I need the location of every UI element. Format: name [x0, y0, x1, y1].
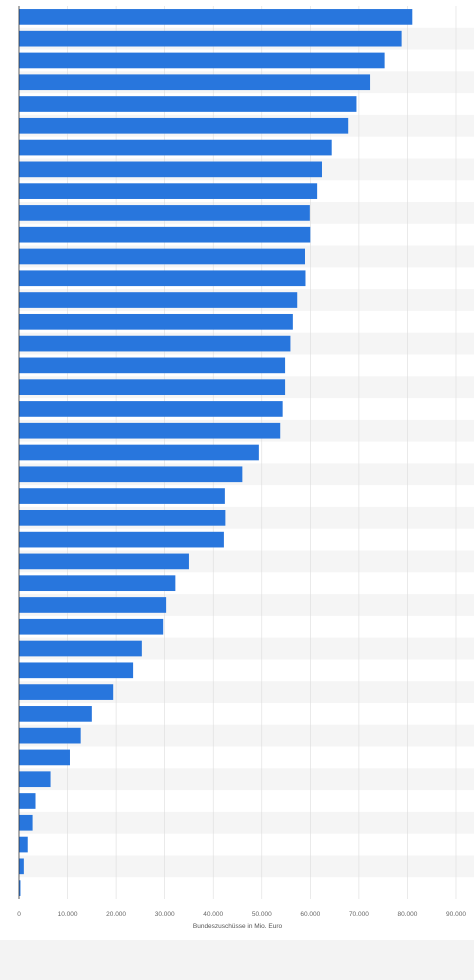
- bar: [19, 597, 167, 613]
- bar: [19, 662, 134, 679]
- bar: [19, 749, 70, 766]
- bar: [19, 684, 114, 700]
- bar: [19, 640, 142, 657]
- bar: [19, 292, 298, 308]
- bar: [19, 183, 318, 199]
- bar: [19, 205, 310, 221]
- bar: [19, 422, 281, 439]
- x-tick-label: 10.000: [58, 911, 78, 918]
- row-band: [19, 855, 474, 878]
- x-tick-label: 30.000: [155, 911, 175, 918]
- x-tick-label: 0: [17, 911, 21, 918]
- x-tick-label: 80.000: [397, 911, 417, 918]
- bar: [19, 270, 306, 287]
- bar: [19, 401, 283, 417]
- x-tick-label: 70.000: [349, 911, 369, 918]
- bar: [19, 9, 413, 25]
- row-band: [19, 681, 474, 703]
- bar: [19, 553, 189, 570]
- bar: [19, 814, 33, 831]
- bar: [19, 793, 36, 809]
- bar: [19, 531, 224, 548]
- bar: [19, 858, 24, 875]
- x-tick-label: 40.000: [203, 911, 223, 918]
- bar: [19, 488, 225, 504]
- x-tick-label: 50.000: [252, 911, 272, 918]
- bar: [19, 510, 226, 526]
- bar-chart: 0 10.000 20.000 30.000 40.000 50.000 60.000 70.…: [17, 6, 474, 930]
- x-tick-label: 60.000: [300, 911, 320, 918]
- x-tick-label: 20.000: [106, 911, 126, 918]
- x-axis-title: Bundeszuschüsse in Mio. Euro: [193, 923, 283, 930]
- bar: [19, 248, 305, 265]
- bar: [19, 30, 402, 47]
- bar: [19, 52, 385, 69]
- row-band: [19, 724, 474, 747]
- row-band: [19, 811, 474, 834]
- bar: [19, 335, 291, 352]
- bar: [19, 618, 164, 635]
- row-band: [19, 768, 474, 791]
- bar: [19, 706, 92, 722]
- bar: [19, 379, 286, 395]
- bar: [19, 96, 357, 112]
- bar: [19, 117, 349, 134]
- bar: [19, 727, 81, 744]
- bar: [19, 575, 176, 592]
- x-tick-label: 90.000: [446, 911, 466, 918]
- bar: [19, 357, 286, 374]
- bar: [19, 139, 332, 156]
- bar: [19, 466, 243, 483]
- bar: [19, 771, 51, 788]
- bar: [19, 161, 322, 178]
- bar: [19, 226, 311, 243]
- bar: [19, 836, 28, 853]
- bar: [19, 880, 21, 896]
- chart-panel: 0 10.000 20.000 30.000 40.000 50.000 60.000 70.…: [0, 0, 474, 940]
- bar: [19, 444, 259, 461]
- bar: [19, 313, 293, 330]
- bar: [19, 74, 371, 91]
